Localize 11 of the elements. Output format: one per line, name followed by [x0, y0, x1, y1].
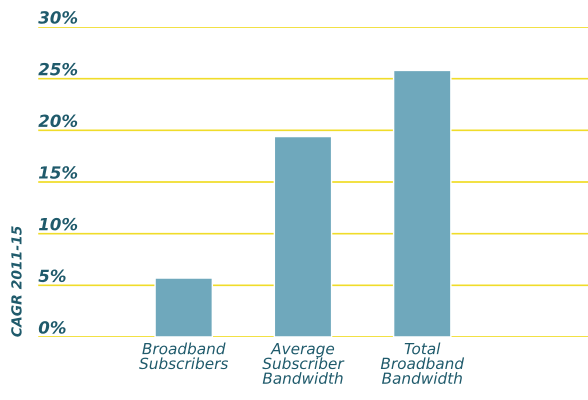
x-tick-label: Average Subscriber Bandwidth — [262, 343, 344, 384]
y-axis-title: CAGR 2011-15 — [11, 226, 22, 337]
y-tick-label: 0% — [38, 321, 66, 334]
y-tick-label: 30% — [38, 11, 78, 24]
y-tick-label: 25% — [38, 62, 78, 76]
x-tick-label: Broadband Subscribers — [139, 342, 228, 370]
x-tick-label: Total Broadband Bandwidth — [380, 342, 464, 384]
y-tick-label: 5% — [38, 269, 66, 282]
y-tick-label: 15% — [38, 166, 78, 179]
y-tick-label: 10% — [38, 218, 78, 230]
y-tick-label: 20% — [38, 114, 78, 128]
